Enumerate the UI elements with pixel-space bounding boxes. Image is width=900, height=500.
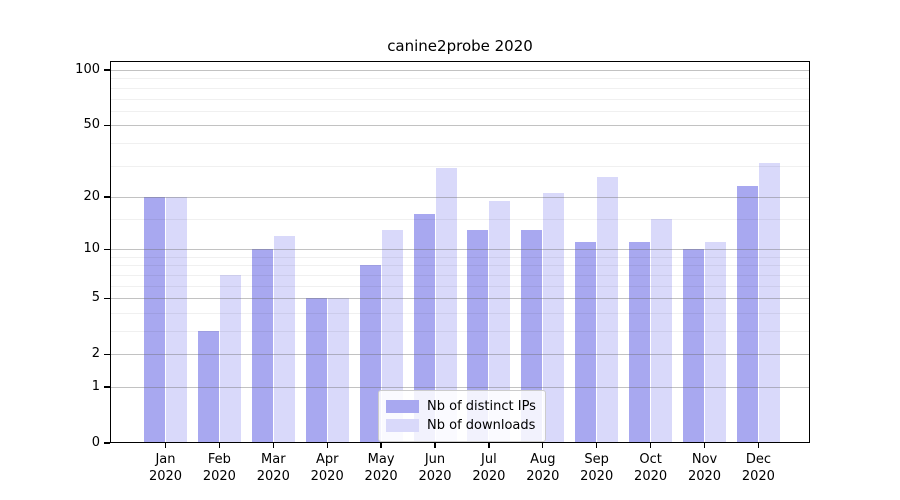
- x-tick-label-sep: Sep 2020: [580, 452, 614, 484]
- y-tick-label-10: 10: [83, 241, 100, 257]
- legend-row-1: Nb of downloads: [386, 416, 537, 435]
- major-gridline-y1: [110, 386, 810, 388]
- x-tick-label-dec: Dec 2020: [741, 452, 775, 484]
- bar-downloads-jul: [489, 200, 511, 443]
- x-tick-mark-dec: [757, 443, 760, 448]
- x-tick-label-mar: Mar 2020: [256, 452, 290, 484]
- bar-downloads-nov: [705, 242, 726, 443]
- x-tick-mark-apr: [326, 443, 328, 448]
- minor-gridline-y4: [110, 312, 810, 314]
- y-tick-mark-10: [104, 248, 110, 250]
- minor-gridline-y90: [110, 78, 810, 80]
- x-tick-label-jun: Jun 2020: [418, 452, 452, 484]
- y-tick-label-5: 5: [91, 290, 100, 306]
- legend-row-0: Nb of distinct IPs: [386, 397, 537, 416]
- bar-downloads-dec: [758, 162, 780, 443]
- major-gridline-y10: [110, 249, 810, 251]
- y-tick-mark-2: [104, 353, 110, 355]
- legend-swatch-distinct-ips: [386, 400, 419, 413]
- x-tick-label-may: May 2020: [364, 452, 398, 484]
- legend-label-downloads: Nb of downloads: [427, 418, 536, 433]
- minor-gridline-y15: [110, 218, 810, 220]
- bar-downloads-oct: [651, 218, 673, 443]
- y-tick-label-0: 0: [91, 435, 100, 450]
- bar-ips-mar: [251, 249, 273, 443]
- x-tick-label-apr: Apr 2020: [310, 452, 344, 484]
- x-tick-mark-aug: [542, 443, 544, 448]
- x-tick-mark-feb: [218, 443, 221, 448]
- bar-ips-sep: [575, 242, 597, 443]
- chart-title: canine2probe 2020: [387, 37, 533, 55]
- y-tick-mark-0: [104, 442, 110, 444]
- minor-gridline-y6: [110, 285, 810, 287]
- bar-downloads-aug: [543, 193, 565, 443]
- legend-label-distinct-ips: Nb of distinct IPs: [427, 399, 536, 414]
- y-tick-label-20: 20: [83, 188, 100, 204]
- bar-downloads-sep: [597, 176, 619, 443]
- y-tick-mark-5: [104, 297, 110, 299]
- y-tick-label-100: 100: [75, 62, 100, 78]
- x-tick-mark-oct: [649, 443, 652, 448]
- major-gridline-y50: [110, 125, 810, 127]
- x-tick-label-oct: Oct 2020: [634, 452, 668, 484]
- legend: Nb of distinct IPs Nb of downloads: [378, 390, 546, 442]
- major-gridline-y5: [110, 298, 810, 300]
- minor-gridline-y80: [110, 87, 810, 89]
- x-tick-label-nov: Nov 2020: [687, 452, 722, 484]
- minor-gridline-y7: [110, 274, 810, 276]
- x-tick-mark-may: [380, 443, 382, 448]
- bar-downloads-mar: [273, 235, 295, 443]
- y-tick-mark-100: [104, 69, 110, 71]
- x-tick-mark-sep: [596, 443, 598, 448]
- major-gridline-y100: [110, 70, 810, 72]
- x-tick-mark-mar: [272, 443, 274, 448]
- x-tick-mark-jun: [434, 443, 436, 448]
- x-tick-label-jan: Jan 2020: [148, 452, 183, 484]
- y-tick-label-1: 1: [91, 378, 100, 394]
- minor-gridline-y30: [110, 165, 810, 167]
- major-gridline-y2: [110, 354, 810, 356]
- x-tick-label-feb: Feb 2020: [202, 452, 236, 484]
- y-tick-mark-50: [104, 124, 110, 126]
- bar-ips-feb: [197, 330, 219, 443]
- plot-area: [110, 61, 810, 443]
- bar-downloads-jun: [435, 168, 457, 443]
- minor-gridline-y60: [110, 110, 810, 112]
- y-tick-mark-1: [104, 386, 110, 388]
- bar-ips-oct: [629, 242, 651, 443]
- bar-ips-aug: [521, 229, 543, 443]
- bar-downloads-may: [381, 229, 403, 443]
- bar-ips-jan: [144, 197, 165, 443]
- x-tick-label-aug: Aug 2020: [526, 452, 560, 484]
- major-gridline-y20: [110, 196, 810, 198]
- bar-ips-jun: [413, 214, 435, 443]
- minor-gridline-y70: [110, 98, 810, 100]
- x-tick-label-jul: Jul 2020: [472, 452, 506, 484]
- legend-swatch-downloads: [386, 419, 419, 432]
- x-tick-mark-jan: [164, 443, 167, 448]
- minor-gridline-y8: [110, 265, 810, 267]
- y-tick-label-2: 2: [91, 346, 100, 362]
- minor-gridline-y40: [110, 142, 810, 144]
- bar-ips-nov: [683, 249, 704, 443]
- bar-ips-dec: [736, 186, 758, 443]
- bar-ips-may: [359, 265, 381, 443]
- minor-gridline-y9: [110, 256, 810, 258]
- y-tick-mark-20: [104, 196, 110, 198]
- bar-downloads-feb: [219, 274, 241, 443]
- y-tick-label-50: 50: [83, 117, 100, 133]
- bar-downloads-apr: [327, 298, 349, 443]
- bar-downloads-jan: [166, 197, 187, 443]
- x-tick-mark-jul: [488, 443, 490, 448]
- bar-ips-apr: [305, 298, 327, 443]
- x-tick-mark-nov: [703, 443, 706, 448]
- bar-ips-jul: [467, 229, 489, 443]
- minor-gridline-y3: [110, 330, 810, 332]
